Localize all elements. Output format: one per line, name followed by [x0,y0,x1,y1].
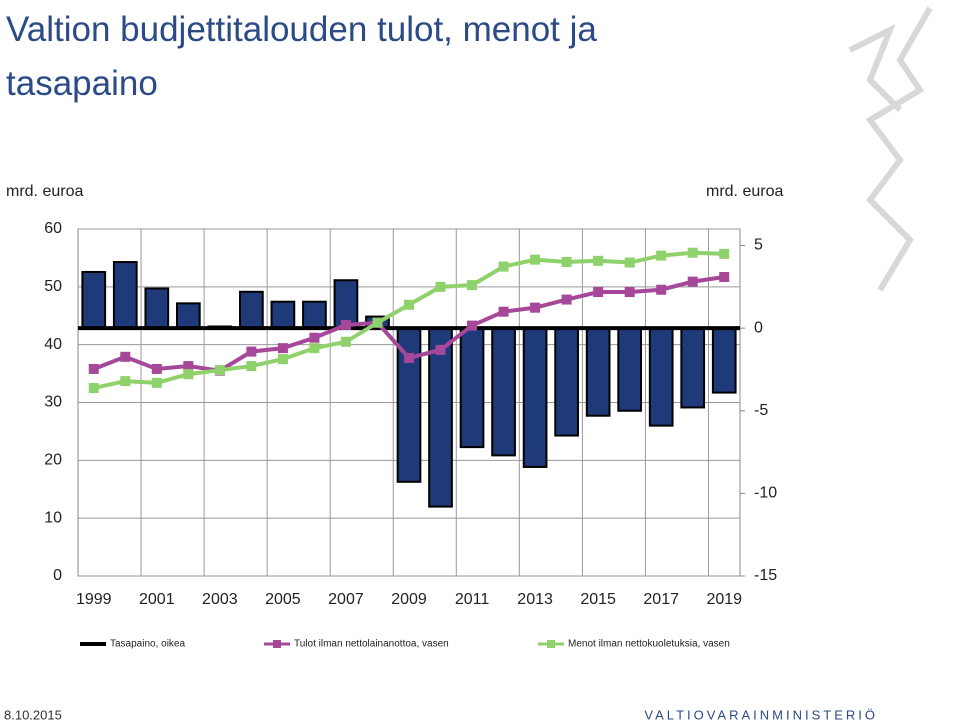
legend-label: Tasapaino, oikea [110,639,185,650]
marker [183,361,194,372]
marker [183,369,194,380]
x-tick-label: 2011 [455,591,490,608]
marker [467,280,478,291]
bar [680,327,706,409]
bar [175,302,201,330]
legend-label: Tulot ilman nettolainanottoa, vasen [294,639,449,650]
x-tick-label: 1999 [76,591,112,608]
marker [435,344,446,355]
y2-tick-label: -5 [754,402,768,419]
x-tick-label: 2005 [265,591,301,608]
marker [687,247,698,258]
bar [144,287,170,330]
y2-tick-label: -15 [754,567,777,584]
x-tick-label: 2003 [202,591,238,608]
marker [246,361,257,372]
bar [491,327,516,457]
bar [112,261,138,330]
y-axis-label: mrd. euroa [6,183,83,200]
x-tick-label: 2007 [328,591,364,608]
x-tick-label: 2017 [643,591,679,608]
organization: VALTIOVARAINMINISTERIÖ [644,707,878,722]
slide-title: Valtion budjettitalouden tulot, menot ja… [6,10,597,103]
marker [372,317,383,328]
y2-tick-label: -10 [754,485,777,502]
marker [214,365,225,376]
marker [120,351,131,362]
y-tick-label: 50 [44,278,62,295]
x-tick-label: 2019 [706,591,742,608]
marker [530,254,541,265]
marker [120,376,131,387]
marker [309,343,320,354]
marker [151,363,162,374]
logo-shape [865,6,933,292]
bar [617,327,643,412]
bar [428,327,453,508]
bar [554,327,579,437]
marker [277,343,288,354]
marker [404,352,414,363]
marker [530,302,541,313]
marker [340,320,351,331]
marker [435,281,446,292]
x-tick-label: 2015 [580,591,616,608]
legend-marker [273,640,281,648]
y-tick-label: 0 [53,567,62,584]
bar [585,327,611,417]
logo-shape [848,23,903,113]
marker [151,377,162,388]
y2-tick-label: 0 [754,319,763,336]
marker [404,299,414,310]
marker [498,261,509,272]
marker [656,284,667,295]
marker [246,346,257,357]
bar [239,290,264,330]
x-tick-label: 2009 [391,591,427,608]
y2-tick-label: 5 [754,237,763,254]
marker [624,257,635,268]
marker [309,332,320,343]
marker [88,363,99,374]
x-tick-label: 2013 [517,591,553,608]
bar [459,327,485,449]
marker [593,287,604,298]
marker [561,294,572,305]
marker [719,248,730,259]
marker [624,287,635,298]
bar [711,327,737,394]
marker [88,383,99,394]
y-tick-label: 60 [44,220,62,237]
x-tick-label: 2001 [139,591,175,608]
y-tick-label: 10 [44,509,62,526]
marker [340,336,351,347]
marker [719,272,730,283]
legend-label: Menot ilman nettokuoletuksia, vasen [568,639,730,650]
bar [302,300,327,330]
bar [522,327,548,468]
marker [687,276,698,287]
marker [467,320,478,331]
bar [648,327,674,427]
marker [277,354,288,365]
y-tick-label: 30 [44,394,62,411]
date: 8.10.2015 [4,707,62,722]
y-tick-label: 40 [44,336,62,353]
marker [593,255,604,266]
marker [656,250,667,261]
y2-axis-label: mrd. euroa [706,183,783,200]
logo [848,6,933,292]
marker [561,256,572,267]
legend-marker [547,640,555,648]
marker [498,306,509,317]
y-tick-label: 20 [44,452,62,469]
bar [270,300,296,330]
bar [81,270,107,330]
